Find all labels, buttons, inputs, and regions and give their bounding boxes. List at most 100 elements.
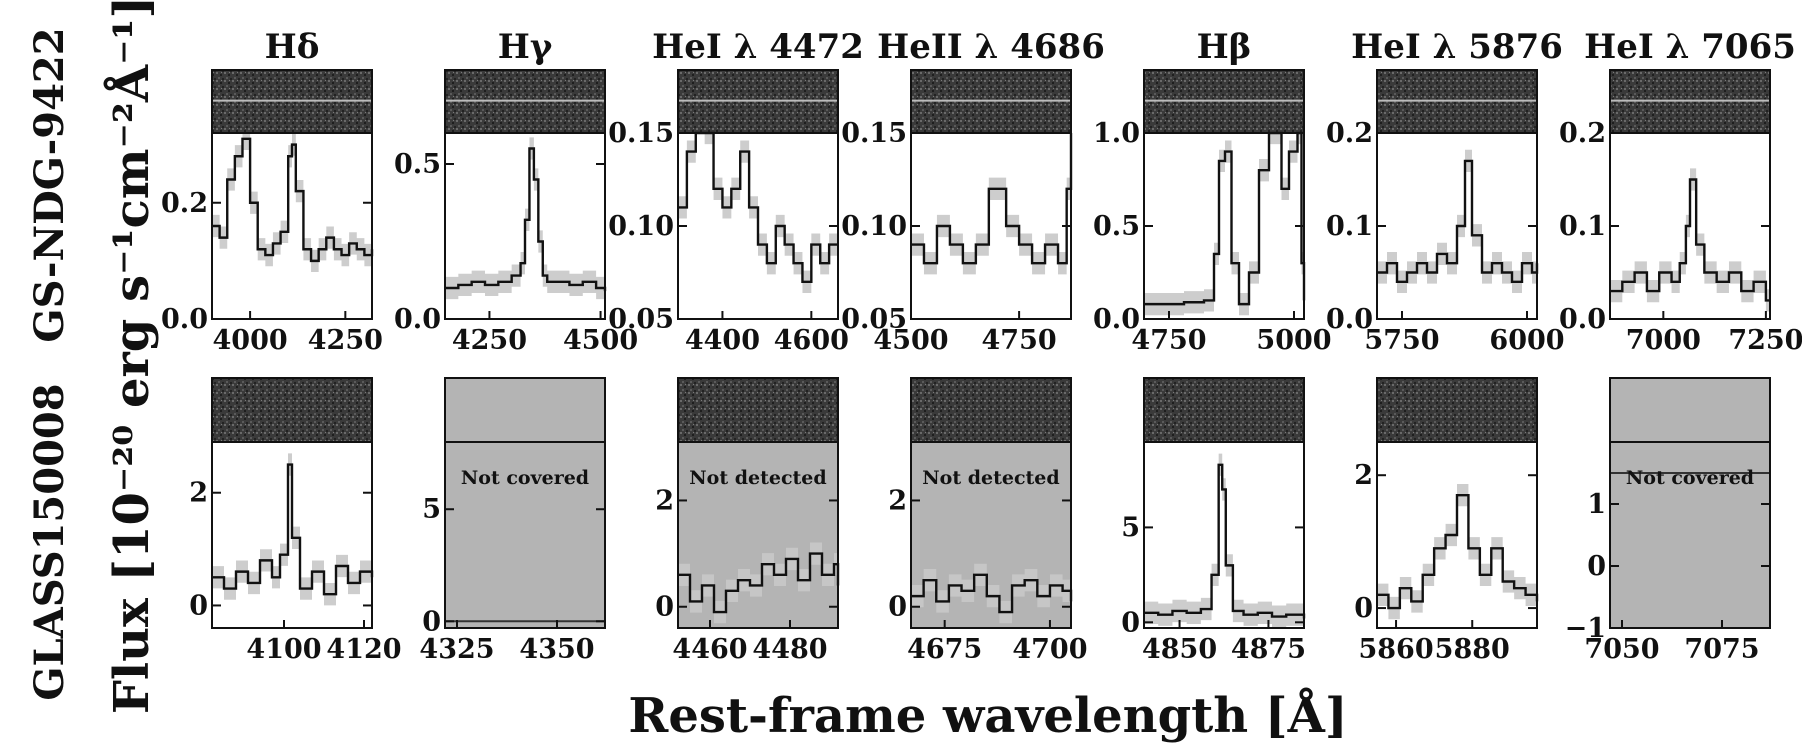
spectrum-2d-trace [212, 99, 372, 102]
x-tick-label: 4750 [982, 325, 1057, 356]
y-tick-label: 0.2 [161, 188, 208, 219]
row-title-1: GLASS150008 [26, 383, 73, 700]
spectrum-line [911, 133, 1073, 265]
x-tick-label: 4675 [907, 634, 982, 665]
spectrum-2d-trace [1144, 99, 1304, 102]
y-tick-label: 0.5 [394, 149, 441, 180]
y-tick-label: 0.5 [1093, 211, 1140, 242]
y-tick-label: 0 [1587, 551, 1606, 582]
panel-frame [211, 377, 373, 629]
x-axis-title: Rest-frame wavelength [Å] [628, 687, 1347, 744]
panel-frame [910, 377, 1072, 629]
column-title: HeII λ 4686 [877, 27, 1105, 67]
x-tick-label: 5750 [1364, 325, 1439, 356]
panel-0-0: 4000 4250 0.0 0.2 Hδ [161, 27, 383, 356]
panel-frame [677, 377, 839, 629]
y-tick-label: 5 [422, 494, 441, 525]
spectrum-2d-trace [1610, 99, 1770, 102]
y-tick-label: 0 [422, 606, 441, 637]
y-tick-label: 0.0 [1326, 304, 1373, 335]
y-tick-label: 0 [1121, 607, 1140, 638]
x-tick-label: 4120 [326, 634, 401, 665]
panel-frame [444, 377, 606, 629]
x-tick-label: 4480 [752, 634, 827, 665]
x-tick-label: 4000 [213, 325, 288, 356]
error-band [1377, 149, 1537, 293]
x-tick-label: 7075 [1684, 634, 1759, 665]
column-title: HeI λ 4472 [652, 27, 864, 67]
x-tick-label: 7250 [1728, 325, 1802, 356]
y-tick-label: 5 [1121, 512, 1140, 543]
spectrum-2d-trace [445, 99, 605, 102]
status-note: Not covered [1626, 467, 1754, 489]
error-band [445, 137, 605, 300]
spectrum-2d-trace [1377, 99, 1537, 102]
x-tick-label: 4250 [308, 325, 383, 356]
panel-0-2: 4400 4600 0.05 0.10 0.15 HeI λ 4472 [608, 27, 864, 356]
x-tick-label: 4500 [563, 325, 638, 356]
panel-1-0: 4100 4120 0 2 [189, 377, 402, 665]
y-tick-label: −1 [1565, 613, 1606, 644]
panel-0-6: 7000 7250 0.0 0.1 0.2 HeI λ 7065 [1559, 27, 1802, 356]
y-tick-label: 0.1 [1326, 211, 1373, 242]
y-tick-label: 0.0 [1093, 304, 1140, 335]
spectrum-line [1144, 463, 1306, 619]
column-title: Hγ [498, 27, 553, 67]
error-band [911, 177, 1071, 275]
panel-1-2: 4460 4480 0 2 Not detected [655, 377, 840, 665]
row-title-0: GS-NDG-9422 [26, 27, 73, 342]
error-band [1144, 133, 1304, 316]
spectrum-2d-image [678, 378, 838, 442]
panel-frame [1143, 377, 1305, 629]
y-tick-label: 0 [888, 592, 907, 623]
y-tick-label: 0.0 [1559, 304, 1606, 335]
y-tick-label: 0 [189, 590, 208, 621]
panel-frame [1376, 69, 1538, 320]
y-tick-label: 2 [1354, 460, 1373, 491]
x-tick-label: 4875 [1231, 634, 1306, 665]
x-tick-label: 4460 [672, 634, 747, 665]
y-tick-label: 0.10 [608, 211, 674, 242]
y-tick-label: 0.0 [161, 304, 208, 335]
x-tick-label: 5000 [1256, 325, 1331, 356]
y-tick-label: 0.05 [841, 304, 907, 335]
column-title: HeI λ 5876 [1351, 27, 1563, 67]
y-tick-label: 0.2 [1559, 118, 1606, 149]
y-tick-label: 0.05 [608, 304, 674, 335]
spectrum-2d-image [212, 378, 372, 442]
panel-frame [677, 69, 839, 320]
x-tick-label: 6000 [1489, 325, 1564, 356]
error-band [1144, 453, 1304, 628]
x-tick-label: 4600 [774, 325, 849, 356]
spectrum-line [678, 131, 838, 283]
x-tick-label: 5860 [1358, 634, 1433, 665]
spectrum-2d-image [1377, 378, 1537, 442]
x-tick-label: 4700 [1012, 634, 1087, 665]
y-tick-label: 0.15 [841, 118, 907, 149]
panel-0-1: 4250 4500 0.0 0.5 Hγ [394, 27, 638, 356]
column-title: HeI λ 7065 [1584, 27, 1796, 67]
panel-0-4: 4750 5000 0.0 0.5 1.0 Hβ [1093, 27, 1332, 356]
y-axis-title: Flux [10⁻²⁰ erg s⁻¹cm⁻²Å⁻¹] [103, 0, 160, 714]
panel-1-6: 7050 7075 −1 0 1 Not covered [1565, 377, 1771, 665]
panel-frame [211, 69, 373, 320]
y-tick-label: 1 [1587, 489, 1606, 520]
column-title: Hβ [1197, 27, 1252, 67]
status-note: Not detected [922, 467, 1059, 489]
panel-frame [1376, 377, 1538, 629]
y-tick-label: 1.0 [1093, 118, 1140, 149]
panel-frame [444, 69, 606, 320]
spectrum-line [1610, 178, 1770, 302]
spectrum-line [1144, 131, 1306, 306]
panel-grid: 4000 4250 0.0 0.2 Hδ 4250 4500 0.0 0.5 Hγ 4400 4600… [161, 27, 1802, 665]
spectrum-2d-trace [911, 99, 1071, 102]
x-tick-label: 4400 [685, 325, 760, 356]
spectrum-2d-trace [678, 99, 838, 102]
panel-0-5: 5750 6000 0.0 0.1 0.2 HeI λ 5876 [1326, 27, 1565, 356]
panel-frame [1609, 69, 1771, 320]
x-tick-label: 7000 [1626, 325, 1701, 356]
spectrum-line [445, 147, 607, 292]
y-tick-label: 0.2 [1326, 118, 1373, 149]
panel-0-3: 4500 4750 0.05 0.10 0.15 HeII λ 4686 [841, 27, 1105, 356]
